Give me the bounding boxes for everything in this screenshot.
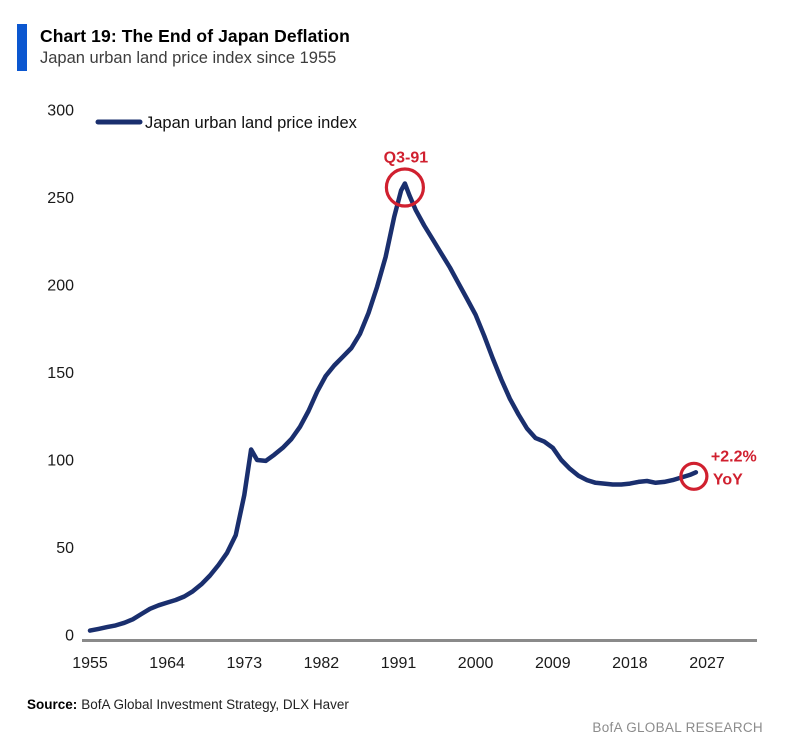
x-tick-label: 1973 xyxy=(227,655,263,672)
x-tick-label: 1955 xyxy=(72,655,108,672)
x-axis-tick-labels: 1955 1964 1973 1982 1991 2000 2009 2018 2027 xyxy=(72,655,725,672)
chart-title: Chart 19: The End of Japan Deflation xyxy=(40,26,350,46)
y-tick-label: 250 xyxy=(47,190,74,207)
peak-label: Q3-91 xyxy=(384,150,429,167)
latest-yoy-unit-label: YoY xyxy=(713,471,743,488)
x-tick-label: 2009 xyxy=(535,655,571,672)
latest-yoy-value-label: +2.2% xyxy=(711,448,757,465)
chart-subtitle: Japan urban land price index since 1955 xyxy=(40,49,337,67)
accent-bar xyxy=(17,24,27,71)
source-text: BofA Global Investment Strategy, DLX Hav… xyxy=(81,697,349,712)
y-tick-label: 200 xyxy=(47,278,74,295)
x-tick-label: 1964 xyxy=(149,655,185,672)
y-axis-tick-labels: 0 50 100 150 200 250 300 xyxy=(47,103,74,645)
legend: Japan urban land price index xyxy=(95,114,358,132)
y-tick-label: 150 xyxy=(47,365,74,382)
brand-label: BofA GLOBAL RESEARCH xyxy=(592,720,763,735)
latest-circle xyxy=(679,461,709,491)
y-tick-label: 0 xyxy=(65,628,74,645)
x-tick-label: 2027 xyxy=(689,655,725,672)
peak-annotation: Q3-91 xyxy=(384,150,429,208)
y-tick-label: 50 xyxy=(56,540,74,557)
x-tick-label: 1982 xyxy=(304,655,340,672)
latest-annotation: +2.2% YoY xyxy=(679,448,757,491)
price-line xyxy=(87,181,699,633)
y-tick-label: 100 xyxy=(47,453,74,470)
x-tick-label: 2018 xyxy=(612,655,648,672)
x-tick-label: 1991 xyxy=(381,655,417,672)
source-line: Source: BofA Global Investment Strategy, … xyxy=(27,697,349,712)
peak-circle xyxy=(384,167,425,208)
legend-label: Japan urban land price index xyxy=(145,114,358,132)
x-tick-label: 2000 xyxy=(458,655,494,672)
source-label: Source: xyxy=(27,697,78,712)
y-tick-label: 300 xyxy=(47,103,74,120)
